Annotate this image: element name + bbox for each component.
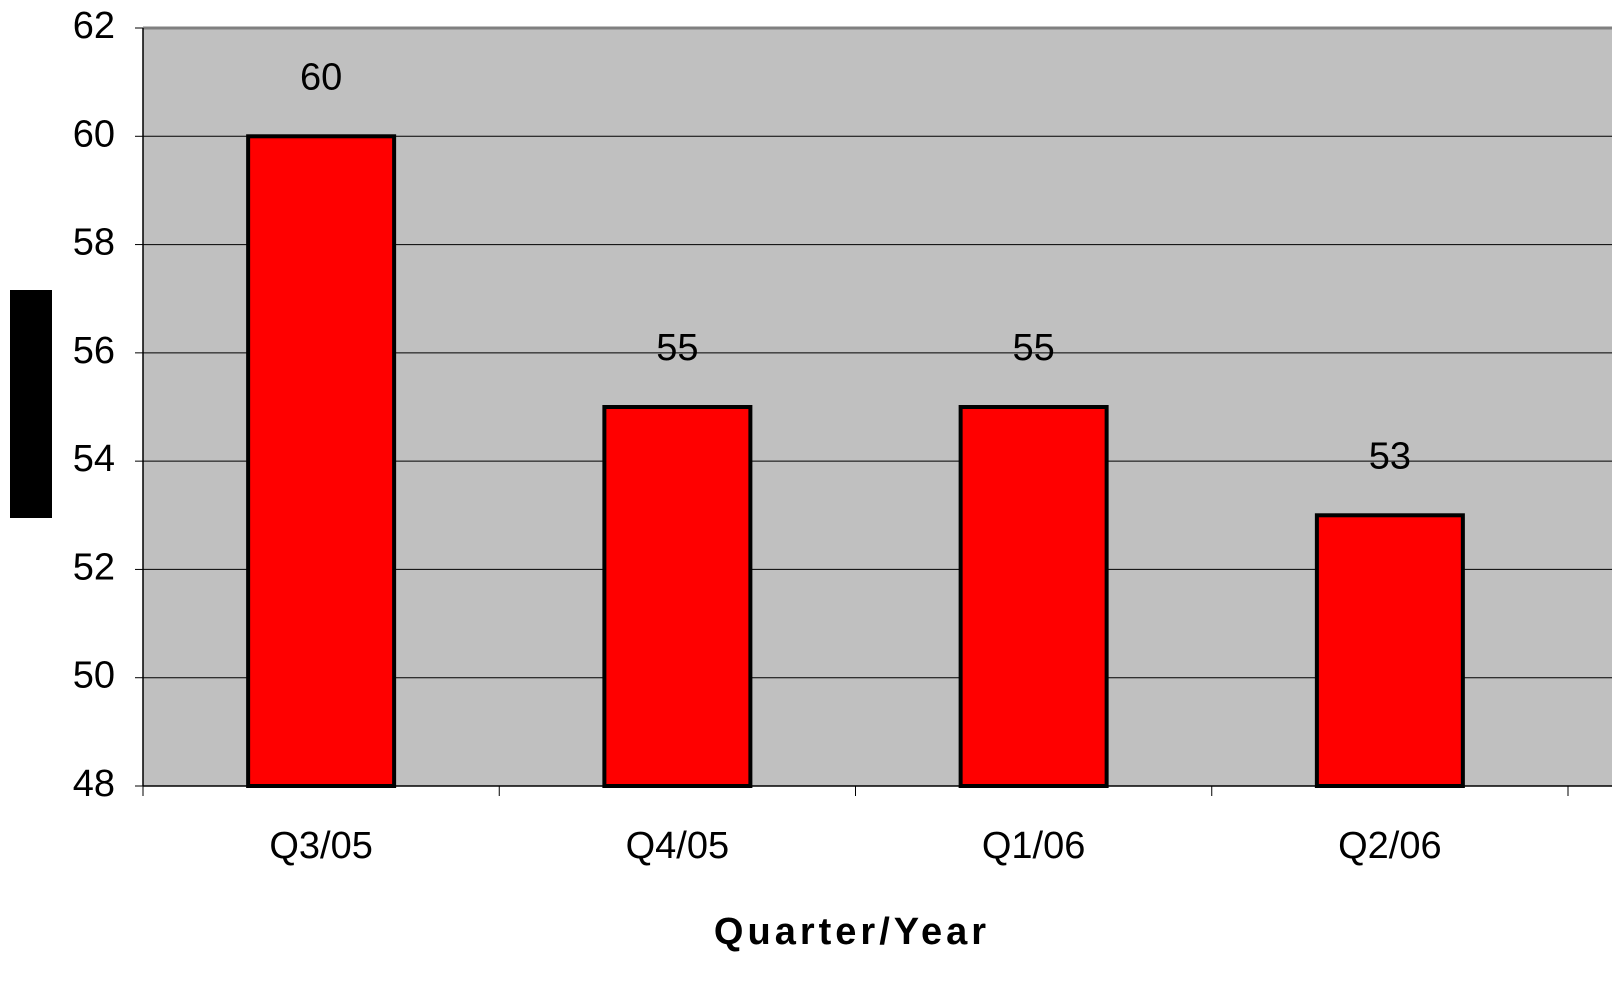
bar xyxy=(602,405,753,788)
bar xyxy=(1314,513,1465,788)
y-tick-label: 56 xyxy=(73,330,115,372)
x-tick-label: Q2/06 xyxy=(1338,825,1442,867)
data-label: 53 xyxy=(1369,435,1411,477)
y-tick-label: 52 xyxy=(73,546,115,588)
data-label: 55 xyxy=(656,327,698,369)
y-tick-label: 54 xyxy=(73,438,115,480)
x-tick-label: Q3/05 xyxy=(269,825,373,867)
bar xyxy=(246,134,397,789)
data-label: 55 xyxy=(1012,327,1054,369)
y-tick-label: 60 xyxy=(73,113,115,155)
y-tick-label: 58 xyxy=(73,222,115,264)
redacted-y-label xyxy=(10,290,52,518)
y-tick-label: 62 xyxy=(73,5,115,47)
x-tick-label: Q1/06 xyxy=(982,825,1086,867)
x-axis-label: Quarter/Year xyxy=(714,911,990,953)
y-tick-label: 50 xyxy=(73,655,115,697)
data-label: 60 xyxy=(300,56,342,98)
bar xyxy=(958,405,1109,788)
x-tick-label: Q4/05 xyxy=(626,825,730,867)
y-tick-label: 48 xyxy=(73,763,115,805)
